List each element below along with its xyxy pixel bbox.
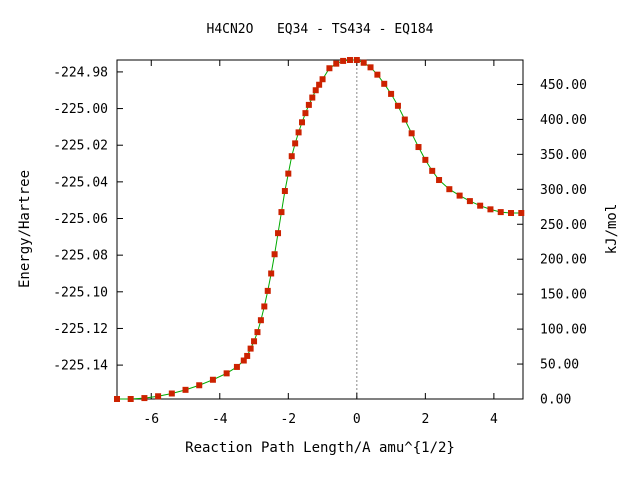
y-axis-label: Energy/Hartree [17, 170, 33, 288]
y-tick-label: -225.08 [53, 249, 108, 264]
y-tick-label: -225.02 [53, 139, 108, 154]
data-point [333, 60, 340, 67]
data-point [233, 363, 240, 370]
x-tick-label: -6 [143, 412, 159, 427]
y-axis-ticks: -224.98 -225.00 -225.02 -225.04 -225.06 -225.… [53, 65, 123, 374]
y2-tick-label: 50.00 [540, 358, 579, 373]
y2-tick-label: 100.00 [540, 323, 587, 338]
data-point [268, 270, 275, 277]
x-tick-label: 2 [421, 412, 429, 427]
y2-axis-label: kJ/mol [604, 204, 620, 255]
data-point [240, 357, 247, 364]
data-point [374, 71, 381, 78]
data-point [295, 129, 302, 136]
data-point [182, 386, 189, 393]
y-tick-label: -225.04 [53, 175, 108, 190]
data-point [271, 251, 278, 258]
y2-tick-label: 200.00 [540, 253, 587, 268]
data-point [223, 370, 230, 377]
data-point [285, 170, 292, 177]
data-point [251, 338, 258, 345]
data-point [422, 156, 429, 163]
data-point [312, 87, 319, 94]
data-point [326, 65, 333, 72]
y2-tick-label: 150.00 [540, 288, 587, 303]
data-point [518, 210, 525, 217]
data-point [340, 57, 347, 64]
data-point [381, 80, 388, 87]
data-point [247, 345, 254, 352]
y2-tick-label: 350.00 [540, 148, 587, 163]
data-point [316, 81, 323, 88]
data-point [288, 153, 295, 160]
x-tick-label: -2 [280, 412, 296, 427]
y2-axis-ticks: 0.00 50.00 100.00 150.00 200.00 250.00 300.00 3… [517, 78, 587, 408]
y2-tick-label: 300.00 [540, 183, 587, 198]
y-tick-label: -224.98 [53, 65, 108, 80]
data-point [429, 167, 436, 174]
data-point [309, 94, 316, 101]
data-point [278, 209, 285, 216]
y-tick-label: -225.06 [53, 212, 108, 227]
data-point [466, 198, 473, 205]
data-point [319, 76, 326, 83]
data-point [360, 59, 367, 66]
data-point [305, 101, 312, 108]
data-point [408, 130, 415, 137]
data-point [254, 329, 261, 336]
data-point [401, 116, 408, 123]
x-tick-label: 4 [490, 412, 498, 427]
data-point [127, 396, 134, 402]
chart-title: H4CN2O EQ34 - TS434 - EQ184 [207, 22, 434, 37]
data-point [456, 192, 463, 199]
x-tick-label: 0 [353, 412, 361, 427]
data-point [388, 90, 395, 97]
data-point [155, 393, 162, 400]
data-point [487, 206, 494, 213]
data-point [353, 57, 360, 63]
y-tick-label: -225.12 [53, 322, 108, 337]
x-axis-ticks: -6 -4 -2 0 2 4 [143, 60, 498, 427]
data-point [281, 188, 288, 195]
data-point [477, 202, 484, 209]
data-point [299, 119, 306, 126]
data-point [168, 390, 175, 397]
data-point [436, 177, 443, 184]
y2-tick-label: 450.00 [540, 78, 587, 93]
data-point [394, 102, 401, 109]
data-point [275, 230, 282, 237]
data-point [244, 352, 251, 359]
data-point [302, 110, 309, 117]
data-point [257, 317, 264, 324]
data-point [367, 64, 374, 71]
data-point [209, 376, 216, 383]
y2-tick-label: 250.00 [540, 218, 587, 233]
plot-frame [116, 59, 524, 400]
y-tick-label: -225.14 [53, 359, 108, 374]
data-point [196, 382, 203, 389]
data-point [264, 287, 271, 294]
data-point [261, 303, 268, 310]
y-tick-label: -225.00 [53, 102, 108, 117]
x-tick-label: -4 [212, 412, 228, 427]
data-point [508, 210, 515, 217]
data-point [446, 186, 453, 193]
data-point [292, 140, 299, 147]
y2-tick-label: 0.00 [540, 393, 571, 408]
y2-tick-label: 400.00 [540, 113, 587, 128]
data-point [346, 57, 353, 63]
series-markers [114, 57, 525, 402]
x-axis-label: Reaction Path Length/A amu^{1/2} [185, 440, 455, 456]
data-point [415, 144, 422, 151]
data-point [141, 395, 148, 402]
data-point [497, 209, 504, 216]
series-line [117, 59, 522, 400]
y-tick-label: -225.10 [53, 285, 108, 300]
data-point [114, 396, 120, 402]
